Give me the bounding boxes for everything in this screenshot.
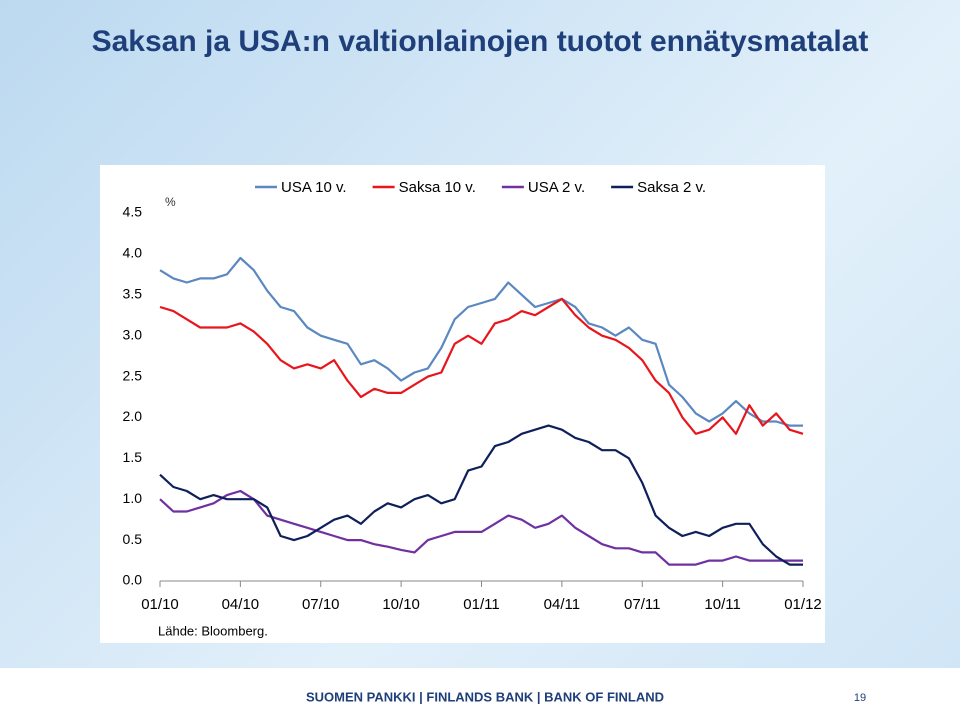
y-axis-label: %	[165, 195, 176, 209]
x-tick-label: 07/11	[624, 596, 660, 613]
x-tick-label: 04/11	[544, 596, 580, 613]
y-tick-label: 0.0	[123, 572, 143, 588]
footer: SUOMEN PANKKI | FINLANDS BANK | BANK OF …	[306, 689, 664, 704]
y-tick-label: 2.0	[123, 408, 143, 424]
x-tick-label: 01/12	[784, 596, 822, 613]
y-tick-label: 1.0	[123, 490, 143, 506]
footer-band	[0, 668, 960, 707]
y-tick-label: 2.5	[123, 367, 143, 383]
legend-label: USA 10 v.	[281, 179, 347, 196]
legend-label: Saksa 2 v.	[637, 179, 706, 196]
y-tick-label: 0.5	[123, 531, 143, 547]
x-tick-label: 07/10	[302, 596, 340, 613]
x-tick-label: 01/11	[463, 596, 499, 613]
series-line	[159, 489, 803, 566]
x-tick-label: 01/10	[141, 596, 179, 613]
y-tick-label: 3.5	[123, 285, 143, 301]
y-tick-label: 1.5	[123, 449, 143, 465]
page-number: 19	[854, 692, 866, 704]
chart-panel	[100, 165, 825, 643]
chart-title: Saksan ja USA:n valtionlainojen tuotot e…	[92, 25, 869, 58]
x-tick-label: 10/10	[382, 596, 420, 613]
y-tick-label: 4.0	[123, 245, 143, 261]
x-tick-label: 04/10	[222, 596, 260, 613]
series-line	[159, 297, 804, 435]
series-line	[159, 256, 803, 427]
y-tick-label: 3.0	[123, 326, 143, 342]
legend-label: USA 2 v.	[528, 179, 585, 196]
x-tick-label: 10/11	[704, 596, 740, 613]
series-line	[159, 424, 803, 566]
y-tick-label: 4.5	[123, 204, 143, 220]
legend-label: Saksa 10 v.	[399, 179, 476, 196]
source: Lähde: Bloomberg.	[158, 623, 268, 638]
